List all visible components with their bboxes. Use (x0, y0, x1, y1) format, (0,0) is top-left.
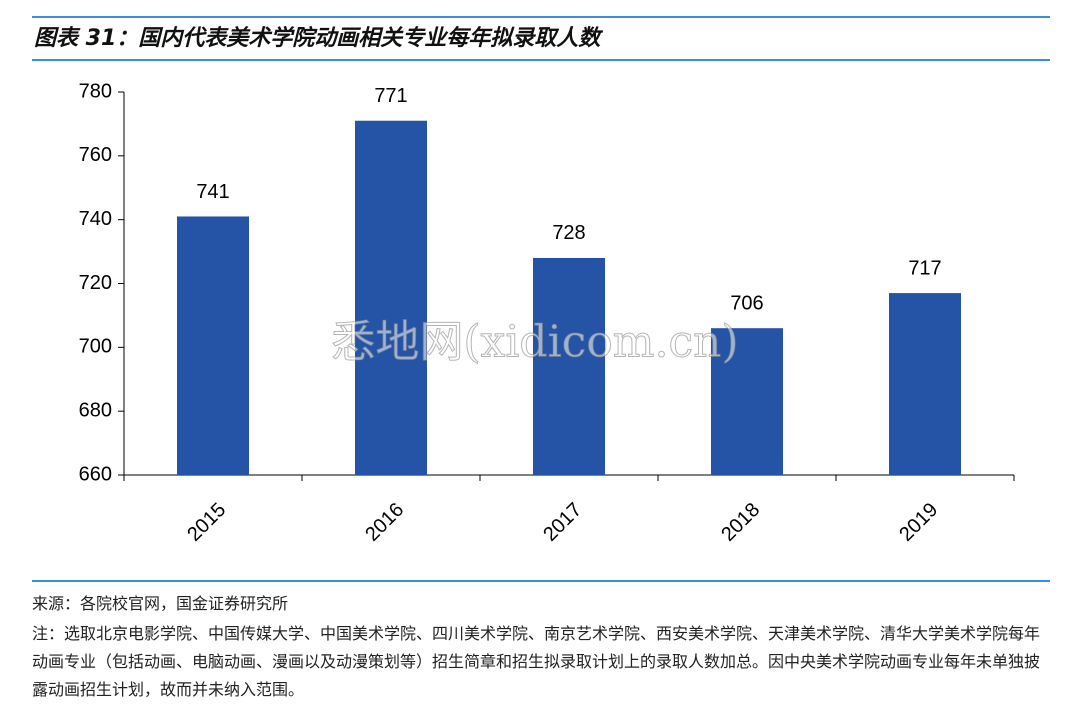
data-label: 717 (908, 257, 941, 279)
note: 注：选取北京电影学院、中国传媒大学、中国美术学院、四川美术学院、南京艺术学院、西… (32, 624, 1041, 699)
data-label: 771 (374, 85, 407, 107)
y-tick-label: 720 (79, 272, 112, 294)
chart: 660 680 700 720 740 760 780 2015 741 2016 771 2017 7… (79, 80, 1015, 546)
data-label: 741 (196, 181, 229, 203)
data-label: 728 (552, 222, 585, 244)
x-tick-label: 2016 (361, 499, 408, 546)
bar (889, 293, 961, 475)
x-tick-label: 2015 (183, 499, 230, 546)
watermark: 悉地网(xidicom.cn) (331, 317, 738, 368)
chart-title: 图表 31：国内代表美术学院动画相关专业每年拟录取人数 (34, 26, 601, 51)
title-rule (32, 59, 1050, 61)
y-tick-label: 680 (79, 399, 112, 421)
y-tick-label: 660 (79, 463, 112, 485)
bar (355, 120, 427, 475)
x-tick-label: 2018 (717, 499, 764, 546)
x-tick-label: 2017 (539, 499, 586, 546)
x-tick-label: 2019 (895, 499, 942, 546)
y-tick-label: 760 (79, 144, 112, 166)
y-tick-label: 780 (79, 80, 112, 102)
source-rule (32, 580, 1050, 582)
y-tick-label: 700 (79, 336, 112, 358)
bar (533, 257, 605, 475)
top-rule (32, 16, 1050, 18)
data-label: 706 (730, 292, 763, 314)
bar (177, 216, 249, 475)
y-tick-label: 740 (79, 208, 112, 230)
bar (711, 328, 783, 475)
source: 来源：各院校官网，国金证券研究所 (32, 594, 289, 613)
